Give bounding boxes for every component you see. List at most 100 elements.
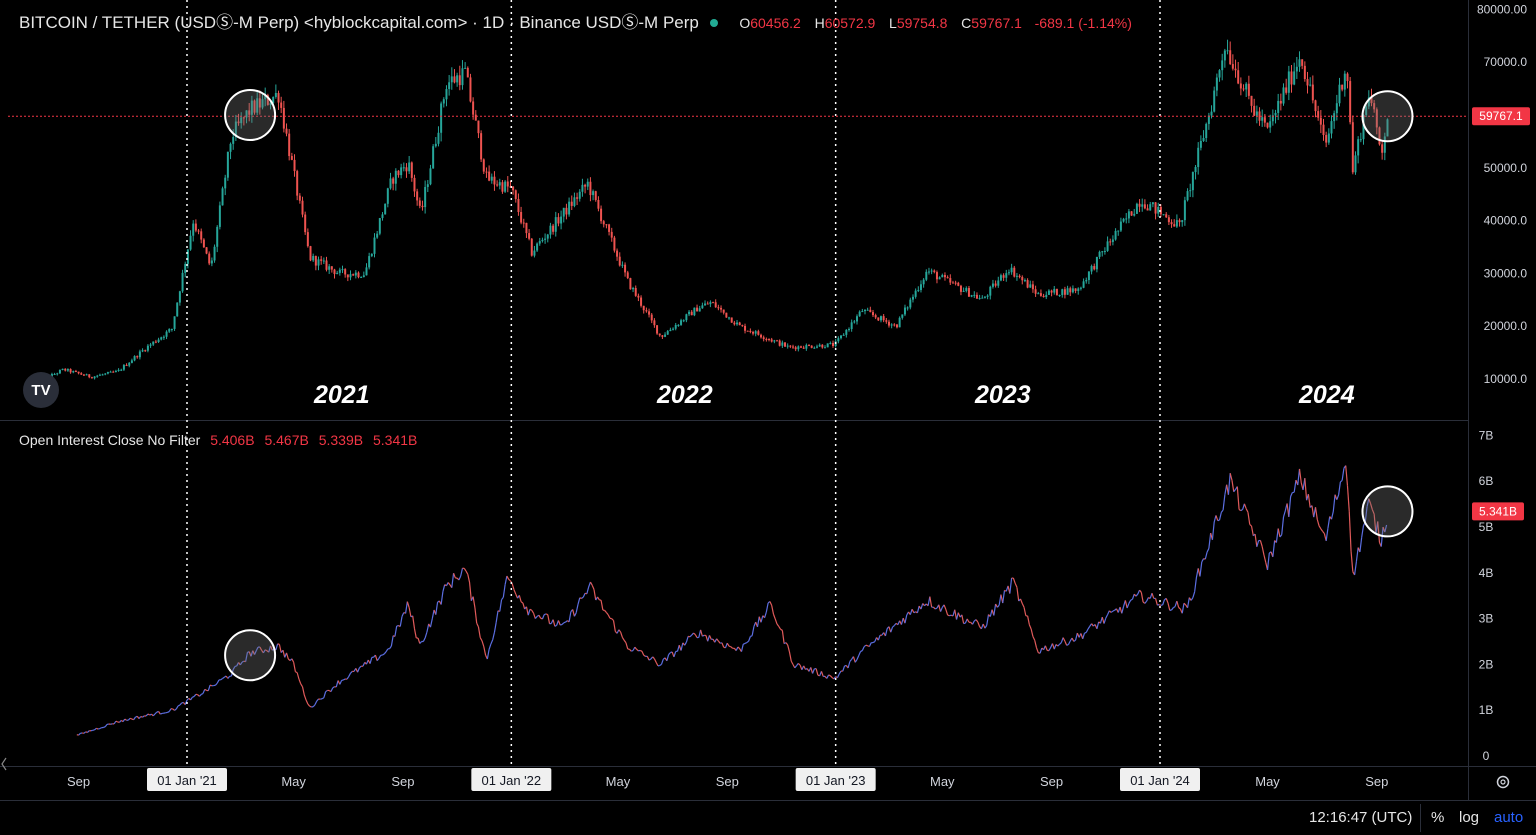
oi-segment [1199, 561, 1203, 577]
log-scale-toggle[interactable]: log [1459, 809, 1480, 826]
oi-segment [1021, 603, 1025, 608]
oi-segment [955, 612, 959, 620]
candle-body [1221, 60, 1224, 71]
candle-body [504, 181, 507, 192]
candle-body [664, 334, 667, 337]
oi-segment [810, 667, 814, 674]
oi-segment [350, 670, 353, 674]
oi-segment [300, 683, 304, 688]
oi-segment [301, 686, 305, 696]
oi-segment [726, 642, 730, 647]
oi-segment [772, 613, 776, 620]
candle-body [1197, 147, 1200, 168]
candle-body [618, 256, 621, 266]
candle-body [1226, 50, 1229, 52]
candle-body [914, 290, 917, 297]
oi-segment [1254, 533, 1258, 547]
oi-segment [748, 636, 751, 642]
oi-segment [817, 674, 820, 677]
oi-segment [629, 648, 632, 652]
oi-segment [634, 646, 638, 650]
candle-body [1277, 100, 1280, 113]
candle-body [250, 100, 253, 115]
oi-segment [1181, 603, 1185, 614]
oi-segment [158, 711, 161, 715]
candle-body [317, 259, 320, 266]
candle-body [448, 82, 451, 90]
candle-body [688, 311, 691, 315]
candle-body [496, 184, 499, 186]
candle-body [832, 343, 835, 346]
percent-scale-toggle[interactable]: % [1431, 809, 1445, 826]
oi-segment [479, 637, 483, 642]
oi-segment [1085, 628, 1089, 633]
oi-segment [149, 713, 152, 716]
open-interest-title[interactable]: Open Interest Close No Filter [19, 432, 201, 448]
oi-segment [746, 640, 749, 644]
oi-segment [314, 700, 318, 705]
candle-body [552, 225, 555, 232]
candle-body [1239, 83, 1242, 89]
oi-segment [717, 640, 721, 644]
oi-segment [655, 662, 659, 667]
candle-body [1269, 121, 1272, 128]
oi-segment [1227, 473, 1231, 495]
candle-body [935, 272, 938, 280]
oi-segment [458, 575, 462, 581]
candle-body [528, 233, 531, 239]
candle-body [320, 259, 323, 261]
price-tick-label: 50000.0 [1484, 161, 1528, 175]
candle-body [1117, 230, 1120, 232]
oi-segment [1206, 548, 1210, 553]
oi-segment [890, 626, 894, 633]
oi-segment [1183, 602, 1187, 606]
oi-segment [842, 665, 846, 672]
settings-gear-icon[interactable] [1496, 775, 1510, 789]
auto-scale-toggle[interactable]: auto [1494, 809, 1524, 826]
candle-body [1338, 84, 1341, 104]
candle-body [629, 278, 632, 290]
candle-body [1071, 288, 1074, 293]
oi-segment [676, 645, 680, 652]
candle-body [96, 375, 99, 377]
candle-body [434, 143, 437, 147]
oi-segment [412, 615, 416, 629]
oi-segment [325, 689, 328, 693]
oi-segment [932, 606, 936, 610]
candle-body [386, 188, 389, 204]
oi-segment [858, 651, 862, 656]
open-interest-legend[interactable]: Open Interest Close No Filter 5.406B 5.4… [19, 432, 417, 448]
candle-body [197, 230, 200, 232]
candle-body [602, 221, 605, 225]
oi-segment [138, 716, 142, 719]
oi-segment [947, 614, 950, 617]
candle-body [951, 282, 954, 284]
oi-segment [646, 656, 650, 661]
oi-segment [417, 637, 421, 644]
candle-body [138, 351, 141, 358]
candle-body [650, 314, 653, 321]
tradingview-logo[interactable]: TV [23, 372, 59, 408]
oi-segment [660, 658, 664, 665]
candle-body [1253, 105, 1256, 116]
oi-segment [826, 674, 830, 679]
candle-body [282, 107, 285, 129]
candle-body [77, 371, 80, 374]
oi-segment [1062, 637, 1066, 642]
candle-body [1386, 119, 1389, 137]
oi-segment [812, 668, 815, 674]
highlight-circle-oi [224, 629, 277, 682]
symbol-legend[interactable]: BITCOIN / TETHER (USDⓈ-M Perp) <hyblockc… [19, 8, 1132, 33]
candle-body [1186, 191, 1189, 201]
candle-body [725, 312, 728, 318]
candle-body [341, 269, 344, 271]
symbol-title[interactable]: BITCOIN / TETHER (USDⓈ-M Perp) <hyblockc… [19, 13, 699, 32]
candle-body [501, 182, 504, 192]
oi-segment [884, 628, 888, 637]
candle-body [991, 283, 994, 287]
candle-body [218, 205, 221, 227]
candle-body [349, 274, 352, 278]
oi-segment [893, 622, 897, 626]
utc-clock[interactable]: 12:16:47 (UTC) [1309, 809, 1413, 826]
candle-body [1077, 288, 1080, 292]
